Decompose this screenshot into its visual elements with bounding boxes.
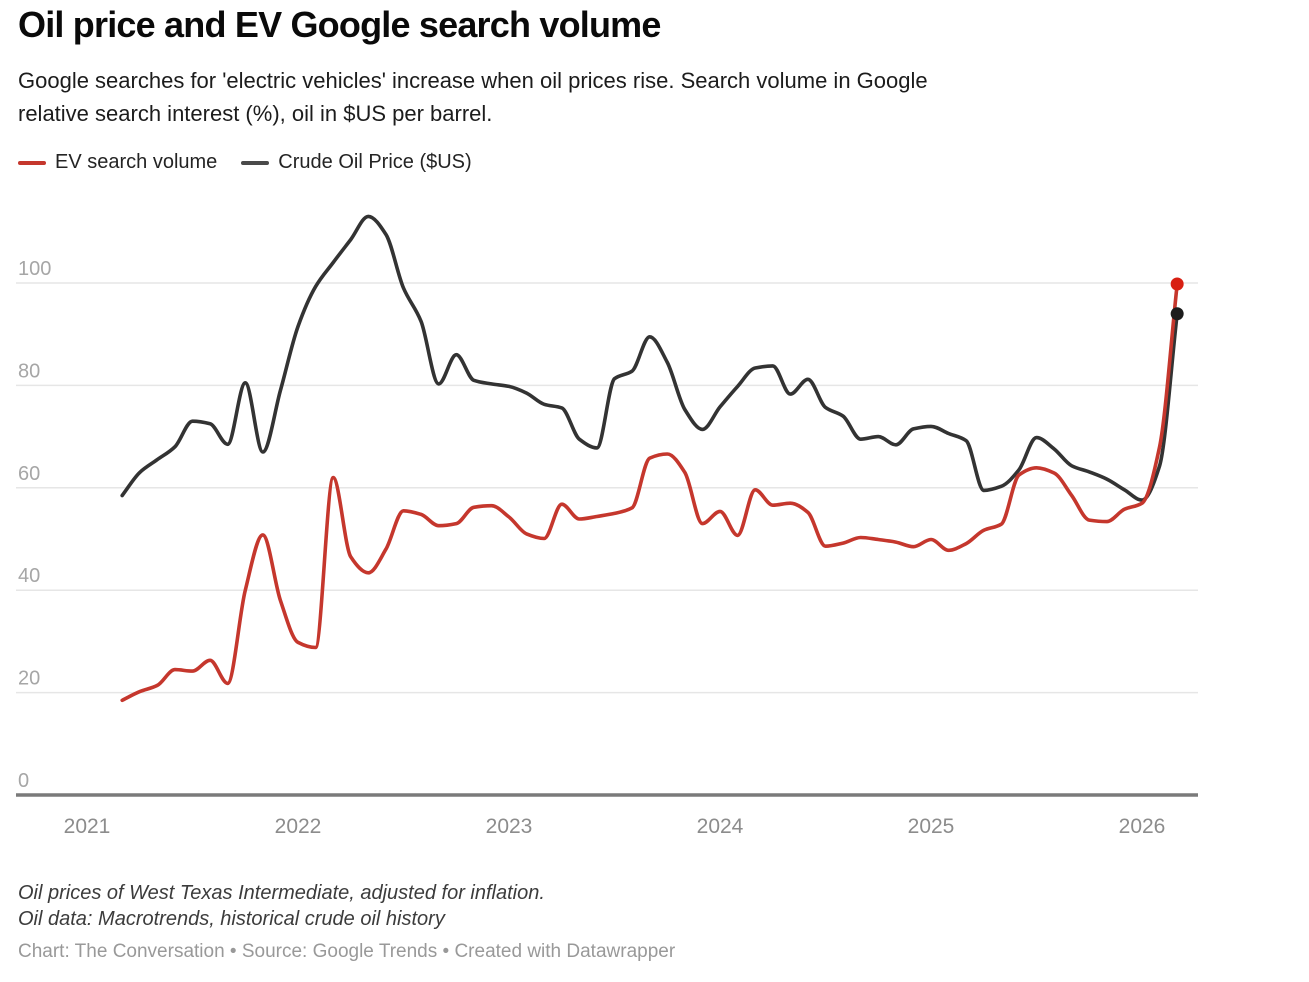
legend-item-oil: Crude Oil Price ($US) (241, 151, 472, 174)
series-ev-line (120, 282, 1179, 703)
series-oil-line (120, 214, 1179, 502)
y-tick-label: 20 (18, 668, 40, 690)
y-tick-label: 100 (18, 258, 51, 280)
chart-title: Oil price and EV Google search volume (18, 4, 661, 45)
x-tick-label: 2023 (486, 815, 533, 838)
legend-label-oil: Crude Oil Price ($US) (278, 151, 472, 173)
footnote-line-2: Oil data: Macrotrends, historical crude … (18, 908, 445, 930)
x-tick-label: 2024 (697, 815, 744, 838)
legend: EV search volume Crude Oil Price ($US) (18, 151, 472, 174)
x-tick-label: 2026 (1119, 815, 1166, 838)
chart-subtitle: Google searches for 'electric vehicles' … (18, 68, 928, 126)
attribution: Chart: The Conversation • Source: Google… (18, 941, 676, 962)
ev-line-swatch (18, 160, 46, 165)
legend-item-ev: EV search volume (18, 151, 217, 174)
x-tick-label: 2022 (275, 815, 322, 838)
y-tick-label: 0 (18, 770, 29, 792)
footnote-line-1: Oil prices of West Texas Intermediate, a… (18, 882, 545, 904)
x-tick-label: 2021 (64, 815, 111, 838)
oil-line-swatch (241, 160, 270, 165)
x-tick-label: 2025 (908, 815, 955, 838)
legend-label-ev: EV search volume (55, 151, 218, 173)
ev-end-dot (1170, 277, 1184, 291)
y-tick-label: 60 (18, 463, 40, 485)
y-tick-label: 40 (18, 565, 40, 587)
oil-end-dot (1170, 307, 1184, 321)
y-tick-label: 80 (18, 360, 40, 382)
